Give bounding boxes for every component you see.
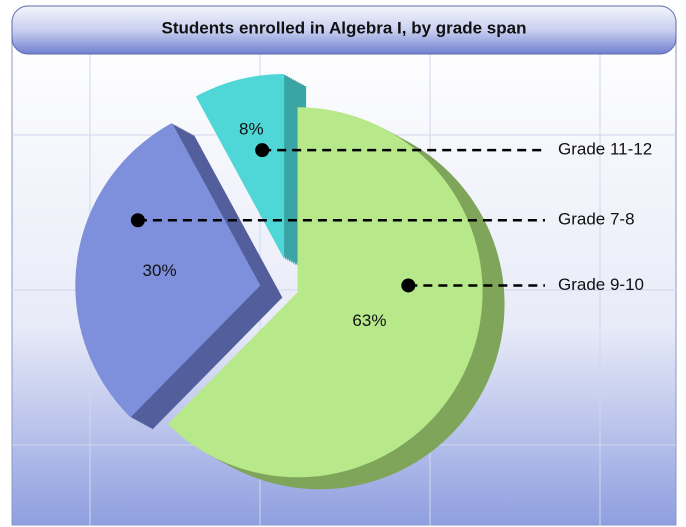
legend-label: Grade 7-8 [558, 210, 635, 229]
value-label: 30% [143, 261, 177, 280]
legend-label: Grade 11-12 [558, 140, 652, 159]
legend-label: Grade 9-10 [558, 275, 644, 294]
leader-dot [401, 278, 416, 293]
slice [75, 122, 261, 418]
slice [195, 73, 285, 259]
leader-dot [255, 143, 270, 158]
slice [167, 107, 483, 478]
title-bar [11, 5, 677, 55]
value-label: 63% [352, 311, 386, 330]
leader-dot [130, 213, 145, 228]
value-label: 8% [239, 119, 264, 138]
chart-title: Students enrolled in Algebra I, by grade… [162, 18, 527, 37]
